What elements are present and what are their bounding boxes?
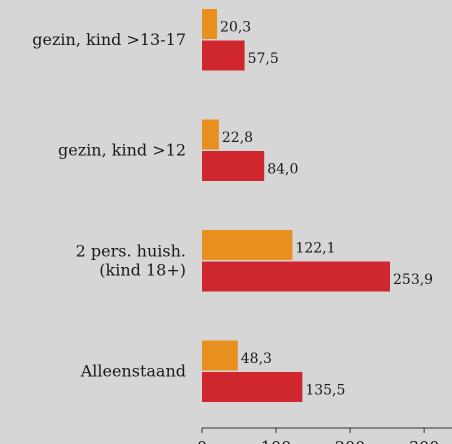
- bar: [202, 372, 303, 402]
- value-label: 22,8: [222, 130, 253, 146]
- x-tick-label: 100: [261, 438, 292, 444]
- bar: [202, 151, 265, 181]
- category-label: gezin, kind >12: [58, 140, 186, 159]
- value-label: 253,9: [393, 272, 433, 288]
- bar: [202, 230, 293, 260]
- x-tick-label: 300: [409, 438, 440, 444]
- value-label: 57,5: [248, 51, 279, 67]
- x-tick-label: 0: [197, 438, 207, 444]
- value-label: 48,3: [241, 351, 272, 367]
- bar: [202, 9, 218, 39]
- bar: [202, 40, 245, 71]
- category-label: gezin, kind >13-17: [32, 29, 186, 48]
- value-label: 122,1: [295, 241, 335, 257]
- category-label: 2 pers. huish. (kind 18+): [76, 241, 186, 279]
- bar: [202, 340, 238, 371]
- bar: [202, 261, 391, 292]
- value-label: 20,3: [220, 20, 251, 36]
- category-label: Alleenstaand: [80, 361, 186, 380]
- value-label: 84,0: [267, 162, 298, 178]
- value-label: 135,5: [305, 383, 345, 399]
- bar: [202, 119, 219, 150]
- x-tick-label: 200: [335, 438, 366, 444]
